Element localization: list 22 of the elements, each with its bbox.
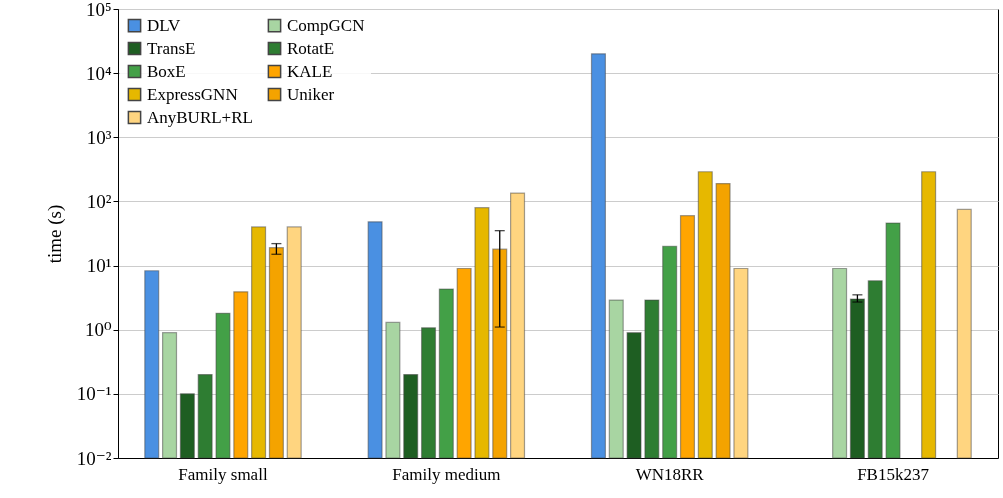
legend-label: KALE xyxy=(287,61,333,81)
x-tick-label: FB15k237 xyxy=(857,464,930,484)
legend-label: TransE xyxy=(147,38,196,58)
y-tick-label: 10⁵ xyxy=(85,0,112,20)
legend-label: DLV xyxy=(147,15,182,35)
legend-label: Uniker xyxy=(287,84,335,104)
y-tick-label: 10² xyxy=(86,190,112,212)
x-tick-label: Family medium xyxy=(392,464,501,484)
y-tick-label: 10⁴ xyxy=(85,62,112,84)
legend-label: BoxE xyxy=(147,61,186,81)
y-tick-label: 10³ xyxy=(86,126,112,148)
legend-label: AnyBURL+RL xyxy=(147,107,253,127)
legend-label: ExpressGNN xyxy=(147,84,238,104)
y-tick-label: 10⁰ xyxy=(84,319,112,341)
y-axis-title: time (s) xyxy=(43,204,66,264)
x-tick-label: WN18RR xyxy=(635,464,705,484)
x-tick-label: Family small xyxy=(178,464,268,484)
legend-label: CompGCN xyxy=(287,15,365,35)
y-tick-label: 10⁻² xyxy=(76,447,112,469)
legend-label: RotatE xyxy=(287,38,335,58)
y-tick-label: 10¹ xyxy=(86,255,112,277)
y-tick-label: 10⁻¹ xyxy=(76,383,112,405)
